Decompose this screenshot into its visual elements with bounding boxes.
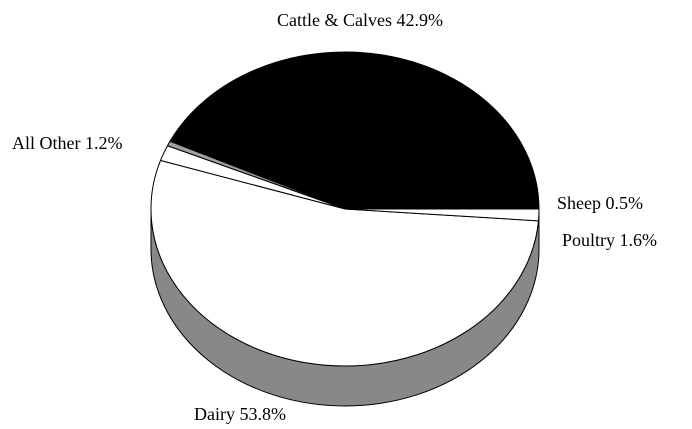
pie-slice-cattle-calves — [169, 51, 540, 210]
slice-label-all-other: All Other 1.2% — [12, 133, 122, 153]
slice-label-poultry: Poultry 1.6% — [562, 230, 657, 250]
slice-label-sheep: Sheep 0.5% — [557, 193, 643, 213]
slice-label-dairy: Dairy 53.8% — [194, 404, 286, 424]
pie-label-layer: Cattle & Calves 42.9% Sheep 0.5% Poultry… — [12, 10, 657, 424]
pie-top-layer — [150, 51, 540, 367]
pie-slice-dairy — [150, 159, 539, 367]
slice-label-cattle-calves: Cattle & Calves 42.9% — [277, 10, 443, 30]
pie-slice-all-other — [344, 208, 540, 222]
